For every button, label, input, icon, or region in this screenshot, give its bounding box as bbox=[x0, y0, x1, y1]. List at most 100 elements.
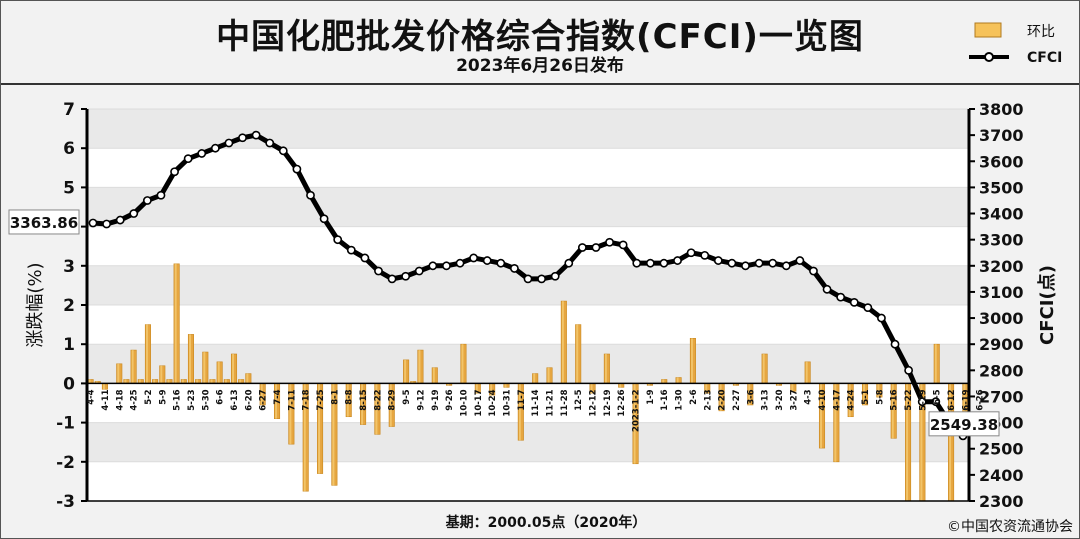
x-tick-label: 6-26 bbox=[976, 389, 986, 410]
y-right-tick-label: 2400 bbox=[979, 466, 1024, 485]
x-tick-label: 3-13 bbox=[761, 389, 771, 410]
bar-highlight bbox=[906, 383, 909, 501]
cfci-point bbox=[387, 274, 397, 284]
y-right-tick-label: 2500 bbox=[979, 440, 1024, 459]
cfci-point bbox=[102, 219, 111, 229]
x-tick-label: 12-26 bbox=[617, 389, 627, 416]
cfci-point bbox=[428, 261, 438, 271]
x-tick-label: 6-19 bbox=[961, 389, 971, 410]
cfci-point bbox=[129, 209, 139, 218]
cfci-point bbox=[564, 258, 574, 268]
bar-highlight bbox=[239, 379, 242, 384]
bar-highlight bbox=[224, 379, 227, 384]
cfci-point bbox=[510, 264, 519, 273]
cfci-point bbox=[523, 274, 533, 284]
y-right-axis-title: CFCI(点) bbox=[1036, 265, 1058, 345]
x-tick-label: 10-31 bbox=[502, 389, 512, 416]
axis-layer: 76543210-1-2-338003700360035003400330032… bbox=[25, 100, 1058, 512]
bar-highlight bbox=[590, 383, 593, 394]
x-tick-label: 12-5 bbox=[574, 389, 584, 410]
y-right-tick-label: 3500 bbox=[979, 178, 1024, 197]
bar-highlight bbox=[138, 379, 141, 384]
grid-band bbox=[87, 265, 969, 305]
cfci-point bbox=[278, 146, 288, 156]
end-value-box bbox=[928, 411, 1000, 437]
cfci-point bbox=[401, 271, 411, 281]
x-tick-label: 3-6 bbox=[746, 389, 756, 404]
x-tick-label: 12-19 bbox=[603, 389, 613, 416]
x-tick-label: 6-20 bbox=[244, 389, 254, 410]
legend-line-label: CFCI bbox=[1027, 50, 1062, 66]
y-left-tick-label: -3 bbox=[56, 492, 75, 512]
y-right-tick-label: 3200 bbox=[979, 257, 1024, 276]
bar-highlight bbox=[411, 381, 414, 384]
bar-highlight bbox=[217, 361, 220, 384]
cfci-point bbox=[550, 271, 560, 281]
bar-highlight bbox=[762, 354, 765, 384]
y-left-tick-label: -2 bbox=[56, 453, 75, 473]
bar-highlight bbox=[461, 344, 464, 384]
cfci-point bbox=[346, 245, 356, 255]
bar-highlight bbox=[260, 383, 263, 405]
x-tick-label: 2-20 bbox=[718, 389, 728, 410]
bar-highlight bbox=[246, 373, 249, 384]
chart-legend: 环比 CFCI bbox=[969, 22, 1062, 66]
bar-highlight bbox=[877, 383, 880, 398]
y-right-tick-label: 2700 bbox=[979, 387, 1024, 406]
x-tick-label: 12-12 bbox=[589, 389, 599, 416]
bar-highlight bbox=[848, 383, 851, 417]
bar-highlight bbox=[504, 383, 507, 388]
cfci-point bbox=[496, 258, 506, 268]
cfci-point bbox=[306, 190, 315, 200]
y-right-tick-label: 3400 bbox=[979, 205, 1024, 224]
cfci-point bbox=[319, 214, 329, 224]
bar-highlight bbox=[289, 383, 292, 445]
cfci-point bbox=[183, 154, 193, 164]
bar-highlight bbox=[124, 379, 127, 384]
bar-highlight bbox=[705, 383, 708, 394]
line-layer bbox=[88, 130, 968, 441]
bar-highlight bbox=[95, 381, 98, 384]
cfci-point bbox=[768, 258, 778, 268]
x-tick-label: 7-25 bbox=[316, 389, 326, 410]
x-tick-label: 1-16 bbox=[660, 389, 670, 410]
x-tick-label: 3-20 bbox=[775, 389, 785, 410]
bar-highlight bbox=[619, 383, 622, 388]
x-tick-label: 9-12 bbox=[416, 389, 426, 410]
cfci-point bbox=[142, 196, 152, 205]
cfci-point bbox=[618, 240, 628, 250]
x-tick-label: 8-29 bbox=[388, 389, 398, 410]
x-tick-label: 5-16 bbox=[173, 389, 183, 410]
cfci-point bbox=[863, 303, 873, 313]
bar-highlight bbox=[318, 383, 321, 474]
bar-highlight bbox=[346, 383, 349, 417]
y-left-tick-label: 7 bbox=[63, 100, 75, 120]
bar-highlight bbox=[533, 373, 536, 384]
cfci-point bbox=[374, 266, 383, 276]
bar-highlight bbox=[920, 383, 923, 501]
y-right-tick-label: 3100 bbox=[979, 283, 1024, 302]
x-tick-label: 2023-1-2 bbox=[632, 389, 642, 432]
cfci-point bbox=[795, 256, 805, 265]
x-tick-label: 4-11 bbox=[101, 389, 111, 410]
cfci-point bbox=[197, 149, 207, 158]
bar-highlight bbox=[203, 352, 206, 384]
bar-highlight bbox=[418, 350, 421, 384]
cfci-point bbox=[251, 130, 261, 140]
bar-highlight bbox=[863, 383, 866, 405]
y-left-tick-label: 6 bbox=[63, 139, 75, 159]
x-tick-label: 5-1 bbox=[861, 389, 871, 404]
y-right-tick-label: 3000 bbox=[979, 309, 1024, 328]
bar-highlight bbox=[361, 383, 364, 425]
bar-highlight bbox=[146, 324, 148, 384]
end-value-label: 2549.38 bbox=[930, 416, 998, 434]
x-tick-label: 7-11 bbox=[287, 389, 297, 410]
bar-highlight bbox=[447, 383, 450, 386]
footer-layer: 基期：2000.05点（2020年） ©中国农资流通协会 bbox=[446, 514, 1073, 535]
x-tick-label: 5-9 bbox=[158, 389, 168, 404]
bar-highlight bbox=[103, 383, 105, 390]
x-tick-label: 4-3 bbox=[804, 389, 814, 404]
y-right-tick-label: 3300 bbox=[979, 231, 1024, 250]
bar-highlight bbox=[167, 379, 170, 384]
